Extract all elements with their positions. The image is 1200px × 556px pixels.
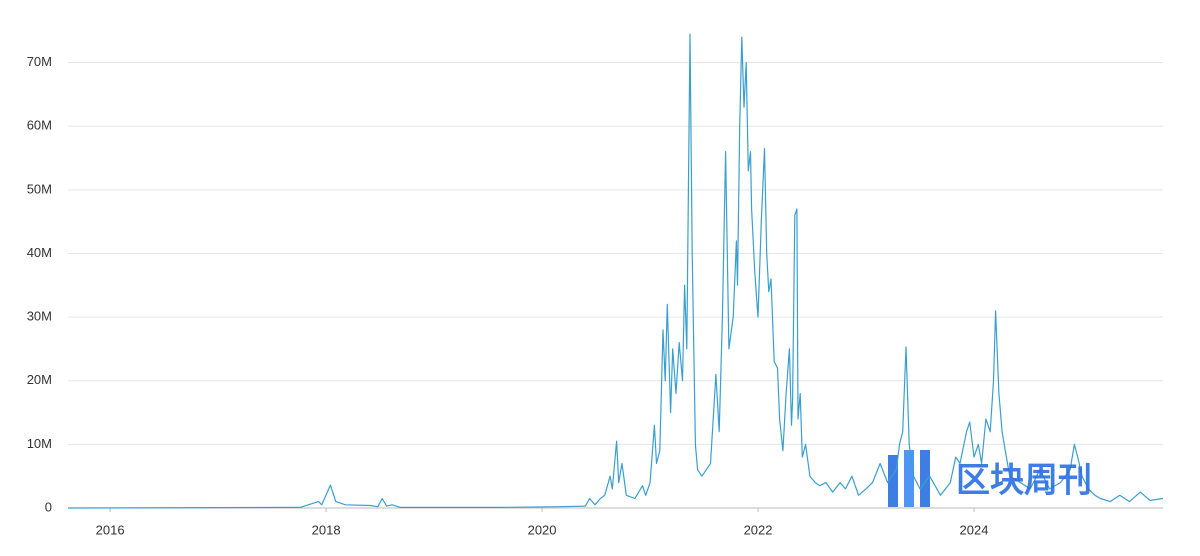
x-tick-label: 2022 xyxy=(744,522,773,537)
y-tick-label: 0 xyxy=(45,499,52,514)
logo-bar xyxy=(904,450,914,507)
y-tick-label: 50M xyxy=(27,181,52,196)
y-tick-label: 30M xyxy=(27,309,52,324)
watermark-logo xyxy=(888,450,930,507)
x-tick-label: 2016 xyxy=(96,522,125,537)
logo-bar xyxy=(888,455,898,507)
y-tick-label: 60M xyxy=(27,118,52,133)
x-tick-label: 2018 xyxy=(312,522,341,537)
y-tick-label: 40M xyxy=(27,245,52,260)
x-tick-label: 2020 xyxy=(528,522,557,537)
y-tick-label: 20M xyxy=(27,372,52,387)
x-tick-label: 2024 xyxy=(960,522,989,537)
y-tick-label: 10M xyxy=(27,436,52,451)
y-tick-label: 70M xyxy=(27,54,52,69)
watermark: 区块周刊 xyxy=(956,461,1092,501)
line-series xyxy=(67,33,1164,509)
logo-bar xyxy=(920,450,930,507)
